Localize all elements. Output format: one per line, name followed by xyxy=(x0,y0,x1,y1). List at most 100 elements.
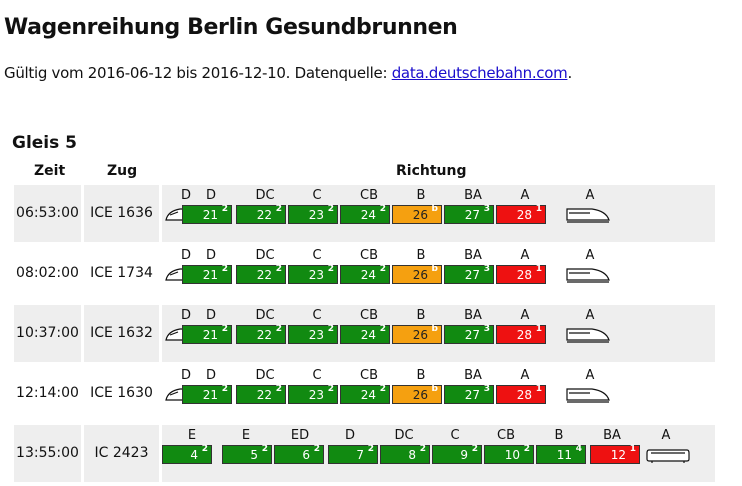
coach-number: 11 xyxy=(556,448,572,462)
train-number: ICE 1636 xyxy=(90,205,153,221)
coach: 27 3 xyxy=(444,384,494,404)
coach: 21 2 xyxy=(182,264,232,284)
data-source-link[interactable]: data.deutschebahn.com xyxy=(391,64,568,82)
coach-number: 26 xyxy=(412,208,428,222)
coach-class: 2 xyxy=(379,204,386,214)
section-label: C xyxy=(312,248,322,263)
coach-number: 28 xyxy=(516,388,532,402)
section-label: D xyxy=(205,188,216,203)
coach: 28 1 xyxy=(496,324,546,344)
coach: 26 b xyxy=(392,264,442,284)
coach-number: 23 xyxy=(308,388,324,402)
column-divider xyxy=(81,425,84,482)
departure-time: 08:02:00 xyxy=(16,265,79,281)
coach-class: 2 xyxy=(275,324,282,334)
coach-class: 2 xyxy=(327,384,334,394)
coach-number: 7 xyxy=(356,448,364,462)
section-label: C xyxy=(450,428,460,443)
coach-number: 23 xyxy=(308,208,324,222)
section-label: A xyxy=(520,308,530,323)
train-number: ICE 1630 xyxy=(90,385,153,401)
coach-number: 22 xyxy=(256,268,272,282)
column-divider xyxy=(159,245,162,302)
coach-class: 2 xyxy=(221,264,228,274)
coach: 10 2 xyxy=(484,444,534,464)
section-label: C xyxy=(312,368,322,383)
coach: 23 2 xyxy=(288,384,338,404)
section-label: E xyxy=(187,428,197,443)
coach-number: 24 xyxy=(360,268,376,282)
section-label: BA xyxy=(464,188,482,203)
coach-class: 2 xyxy=(275,204,282,214)
coach: 11 4 xyxy=(536,444,586,464)
train-number: ICE 1632 xyxy=(90,325,153,341)
section-label: E xyxy=(241,428,251,443)
section-label: BA xyxy=(464,368,482,383)
column-divider xyxy=(81,305,84,362)
coach-number: 21 xyxy=(202,268,218,282)
column-divider xyxy=(81,185,84,242)
coach: 27 3 xyxy=(444,264,494,284)
section-label: CB xyxy=(497,428,515,443)
column-divider xyxy=(159,185,162,242)
coach: 28 1 xyxy=(496,264,546,284)
coach: 23 2 xyxy=(288,204,338,224)
section-label: D xyxy=(180,188,191,203)
coach: 24 2 xyxy=(340,204,390,224)
coach-class: b xyxy=(431,204,438,214)
table-row: 13:55:00 IC 2423 E E ED D DC C CB B BA A 4 2 5 2 6 2 7 2 8 2 9… xyxy=(14,425,715,482)
coach-class: 3 xyxy=(483,204,490,214)
column-divider xyxy=(159,365,162,422)
coach-class: 2 xyxy=(221,384,228,394)
coach: 28 1 xyxy=(496,204,546,224)
section-label: D xyxy=(205,248,216,263)
column-divider xyxy=(81,245,84,302)
coach-number: 28 xyxy=(516,268,532,282)
section-label: A xyxy=(520,188,530,203)
section-label: DC xyxy=(255,308,275,323)
coach-number: 21 xyxy=(202,328,218,342)
coach: 26 b xyxy=(392,384,442,404)
coach-number: 12 xyxy=(610,448,626,462)
coach-number: 27 xyxy=(464,388,480,402)
coach-class: 1 xyxy=(535,264,542,274)
locomotive-icon xyxy=(566,265,610,284)
section-label: D xyxy=(344,428,355,443)
coach: 21 2 xyxy=(182,324,232,344)
section-label: C xyxy=(312,308,322,323)
train-number: ICE 1734 xyxy=(90,265,153,281)
coach: 23 2 xyxy=(288,264,338,284)
coach: 24 2 xyxy=(340,264,390,284)
train-number: IC 2423 xyxy=(94,445,149,461)
coach-class: b xyxy=(431,264,438,274)
coach-class: 2 xyxy=(327,204,334,214)
locomotive-icon xyxy=(164,325,208,344)
coach: 27 3 xyxy=(444,324,494,344)
coach-class: 3 xyxy=(483,264,490,274)
section-label: A xyxy=(661,428,671,443)
platform-title: Gleis 5 xyxy=(12,133,78,153)
coach-class: 2 xyxy=(221,204,228,214)
coach: 22 2 xyxy=(236,324,286,344)
coach-number: 5 xyxy=(250,448,258,462)
section-label: CB xyxy=(360,188,378,203)
coach-number: 23 xyxy=(308,268,324,282)
section-label: D xyxy=(180,368,191,383)
coach-class: 3 xyxy=(483,384,490,394)
locomotive-icon xyxy=(566,385,610,404)
table-row: 10:37:00 ICE 1632 D D DC C CB B BA A A 21 2 22 2 23 2 24 2… xyxy=(14,305,715,362)
coach-number: 8 xyxy=(408,448,416,462)
coach-number: 22 xyxy=(256,208,272,222)
coach-class: 2 xyxy=(367,444,374,454)
coach-number: 28 xyxy=(516,328,532,342)
coach-number: 9 xyxy=(460,448,468,462)
coach-class: 2 xyxy=(201,444,208,454)
coach-class: 4 xyxy=(575,444,582,454)
coach: 22 2 xyxy=(236,264,286,284)
coach: 21 2 xyxy=(182,384,232,404)
coach-class: b xyxy=(431,384,438,394)
section-label: DC xyxy=(255,248,275,263)
